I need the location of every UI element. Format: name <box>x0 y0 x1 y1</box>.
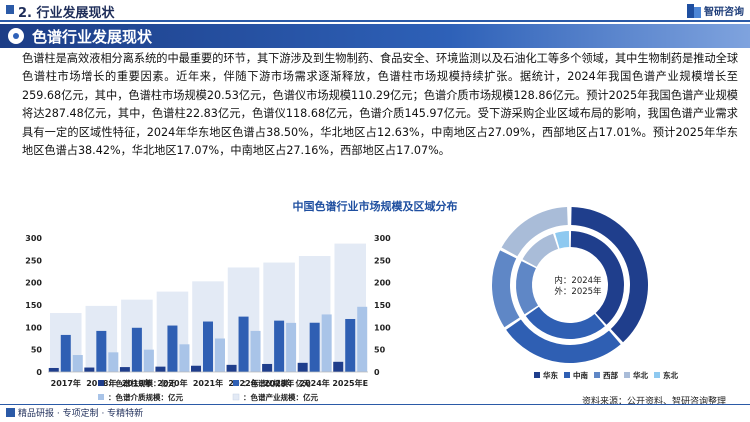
media-size-bar <box>321 314 332 372</box>
brand-logo[interactable]: 智研咨询 <box>687 3 744 18</box>
legend-swatch <box>233 380 239 386</box>
left-axis-tick-label: 0 <box>36 368 42 377</box>
inner-ring-2024-segment <box>516 261 539 315</box>
legend-swatch <box>232 393 240 401</box>
left-axis-tick-label: 200 <box>25 279 42 288</box>
footer-tagline-text: 精品研报 · 专项定制 · 专精特新 <box>18 409 144 419</box>
outer-ring-2025-segment <box>571 207 648 343</box>
footer-divider <box>0 404 750 405</box>
outer-ring-2025-segment <box>501 207 568 257</box>
instrument-size-bar <box>274 320 285 372</box>
donut-legend-swatch <box>564 372 570 378</box>
x-axis-tick-label: 2020年 <box>157 378 187 388</box>
source-note: 资料来源：公开资料、智研咨询整理 <box>581 397 726 407</box>
x-axis-tick-label: 2021年 <box>193 378 223 388</box>
x-axis-tick-label: 2025年E <box>332 378 368 388</box>
inner-ring-2024-segment <box>525 306 605 339</box>
donut-legend-label: 华北 <box>633 370 648 380</box>
column-size-bar <box>297 362 308 372</box>
legend-swatch <box>98 394 104 400</box>
inner-ring-2024-segment <box>555 231 570 249</box>
right-axis-tick-label: 50 <box>374 346 386 355</box>
instrument-size-bar <box>131 327 142 372</box>
brand-logo-icon <box>687 3 701 18</box>
section-marker-icon <box>6 5 14 14</box>
outer-ring-2025-segment <box>492 250 520 328</box>
column-size-bar <box>155 366 166 372</box>
media-size-bar <box>215 338 225 372</box>
donut-center-label: 外：2025年 <box>554 286 602 297</box>
instrument-size-bar <box>96 330 107 372</box>
inner-ring-2024-segment <box>522 233 559 267</box>
left-axis-tick-label: 250 <box>25 256 42 265</box>
media-size-bar <box>286 322 297 372</box>
donut-legend-swatch <box>534 372 540 378</box>
legend-label: ：色谱产业规模：亿元 <box>243 392 318 402</box>
right-axis-tick-label: 0 <box>374 368 380 377</box>
top-bar: 2. 行业发展现状 智研咨询 <box>0 0 750 22</box>
instrument-size-bar <box>309 322 320 372</box>
section-title: 2. 行业发展现状 <box>18 6 115 21</box>
outer-ring-2025-segment <box>506 319 621 363</box>
x-axis-tick-label: 2017年 <box>51 378 81 388</box>
media-size-bar <box>250 330 261 372</box>
brand-name: 智研咨询 <box>704 7 744 18</box>
column-size-bar <box>333 361 344 372</box>
body-paragraph: 色谱柱是高效液相分离系统的中最重要的环节，其下游涉及到生物制药、食品安全、环境监… <box>22 52 739 158</box>
column-size-bar <box>226 364 237 372</box>
instrument-size-bar <box>203 321 213 372</box>
media-size-bar <box>179 344 190 372</box>
x-axis-tick-label: 2024年 <box>300 378 330 388</box>
column-size-bar <box>119 367 130 372</box>
column-size-bar <box>48 367 59 372</box>
donut-legend-swatch <box>654 372 660 378</box>
bullet-circle-icon <box>8 28 24 44</box>
legend-label: ：色谱柱规模：亿元 <box>108 378 176 388</box>
right-axis-tick-label: 150 <box>374 301 391 310</box>
page-title: 色谱行业发展现状 <box>32 28 153 46</box>
x-axis-tick-label: 2019年 <box>122 378 152 388</box>
legend-label: ：色谱仪规模：亿元 <box>243 378 311 388</box>
instrument-size-bar <box>60 334 71 372</box>
media-size-bar <box>108 352 119 372</box>
column-size-bar <box>84 367 95 372</box>
left-axis-tick-label: 150 <box>25 301 42 310</box>
donut-legend-label: 中南 <box>573 370 588 380</box>
x-axis-tick-label: 2022年 <box>228 378 258 388</box>
column-size-bar <box>191 365 201 372</box>
media-size-bar <box>72 355 83 372</box>
donut-legend-label: 西部 <box>603 370 618 380</box>
media-size-bar <box>143 349 154 372</box>
chart-title: 中国色谱行业市场规模及区域分布 <box>292 200 458 213</box>
flag-icon <box>6 408 15 417</box>
inner-ring-2024-segment <box>570 231 624 325</box>
media-size-bar <box>357 306 368 372</box>
instrument-size-bar <box>345 318 356 372</box>
left-axis-tick-label: 300 <box>25 234 42 243</box>
x-axis-tick-label: 2023年 <box>264 378 294 388</box>
right-axis-tick-label: 200 <box>374 279 391 288</box>
left-axis-tick-label: 50 <box>31 346 43 355</box>
market-size-bar-chart: 0 50 100 150 200 250 300 0 50 100 150 200 250 300 2017… <box>25 234 391 402</box>
donut-legend-swatch <box>594 372 600 378</box>
instrument-size-bar <box>167 325 178 372</box>
title-banner: 色谱行业发展现状 <box>0 24 750 48</box>
donut-legend-label: 东北 <box>663 370 678 380</box>
instrument-size-bar <box>238 316 249 372</box>
donut-legend-label: 华东 <box>543 370 558 380</box>
donut-center-label: 内：2024年 <box>554 275 602 286</box>
donut-legend-swatch <box>624 372 630 378</box>
right-axis-tick-label: 100 <box>374 323 391 332</box>
legend-swatch <box>98 380 104 386</box>
left-axis-tick-label: 100 <box>25 323 42 332</box>
header-divider <box>0 20 750 22</box>
column-size-bar <box>262 363 273 372</box>
legend-label: ：色谱介质规模：亿元 <box>108 392 183 402</box>
footer-tagline: 精品研报 · 专项定制 · 专精特新 <box>6 406 143 419</box>
right-axis-tick-label: 250 <box>374 256 391 265</box>
right-axis-tick-label: 300 <box>374 234 391 243</box>
